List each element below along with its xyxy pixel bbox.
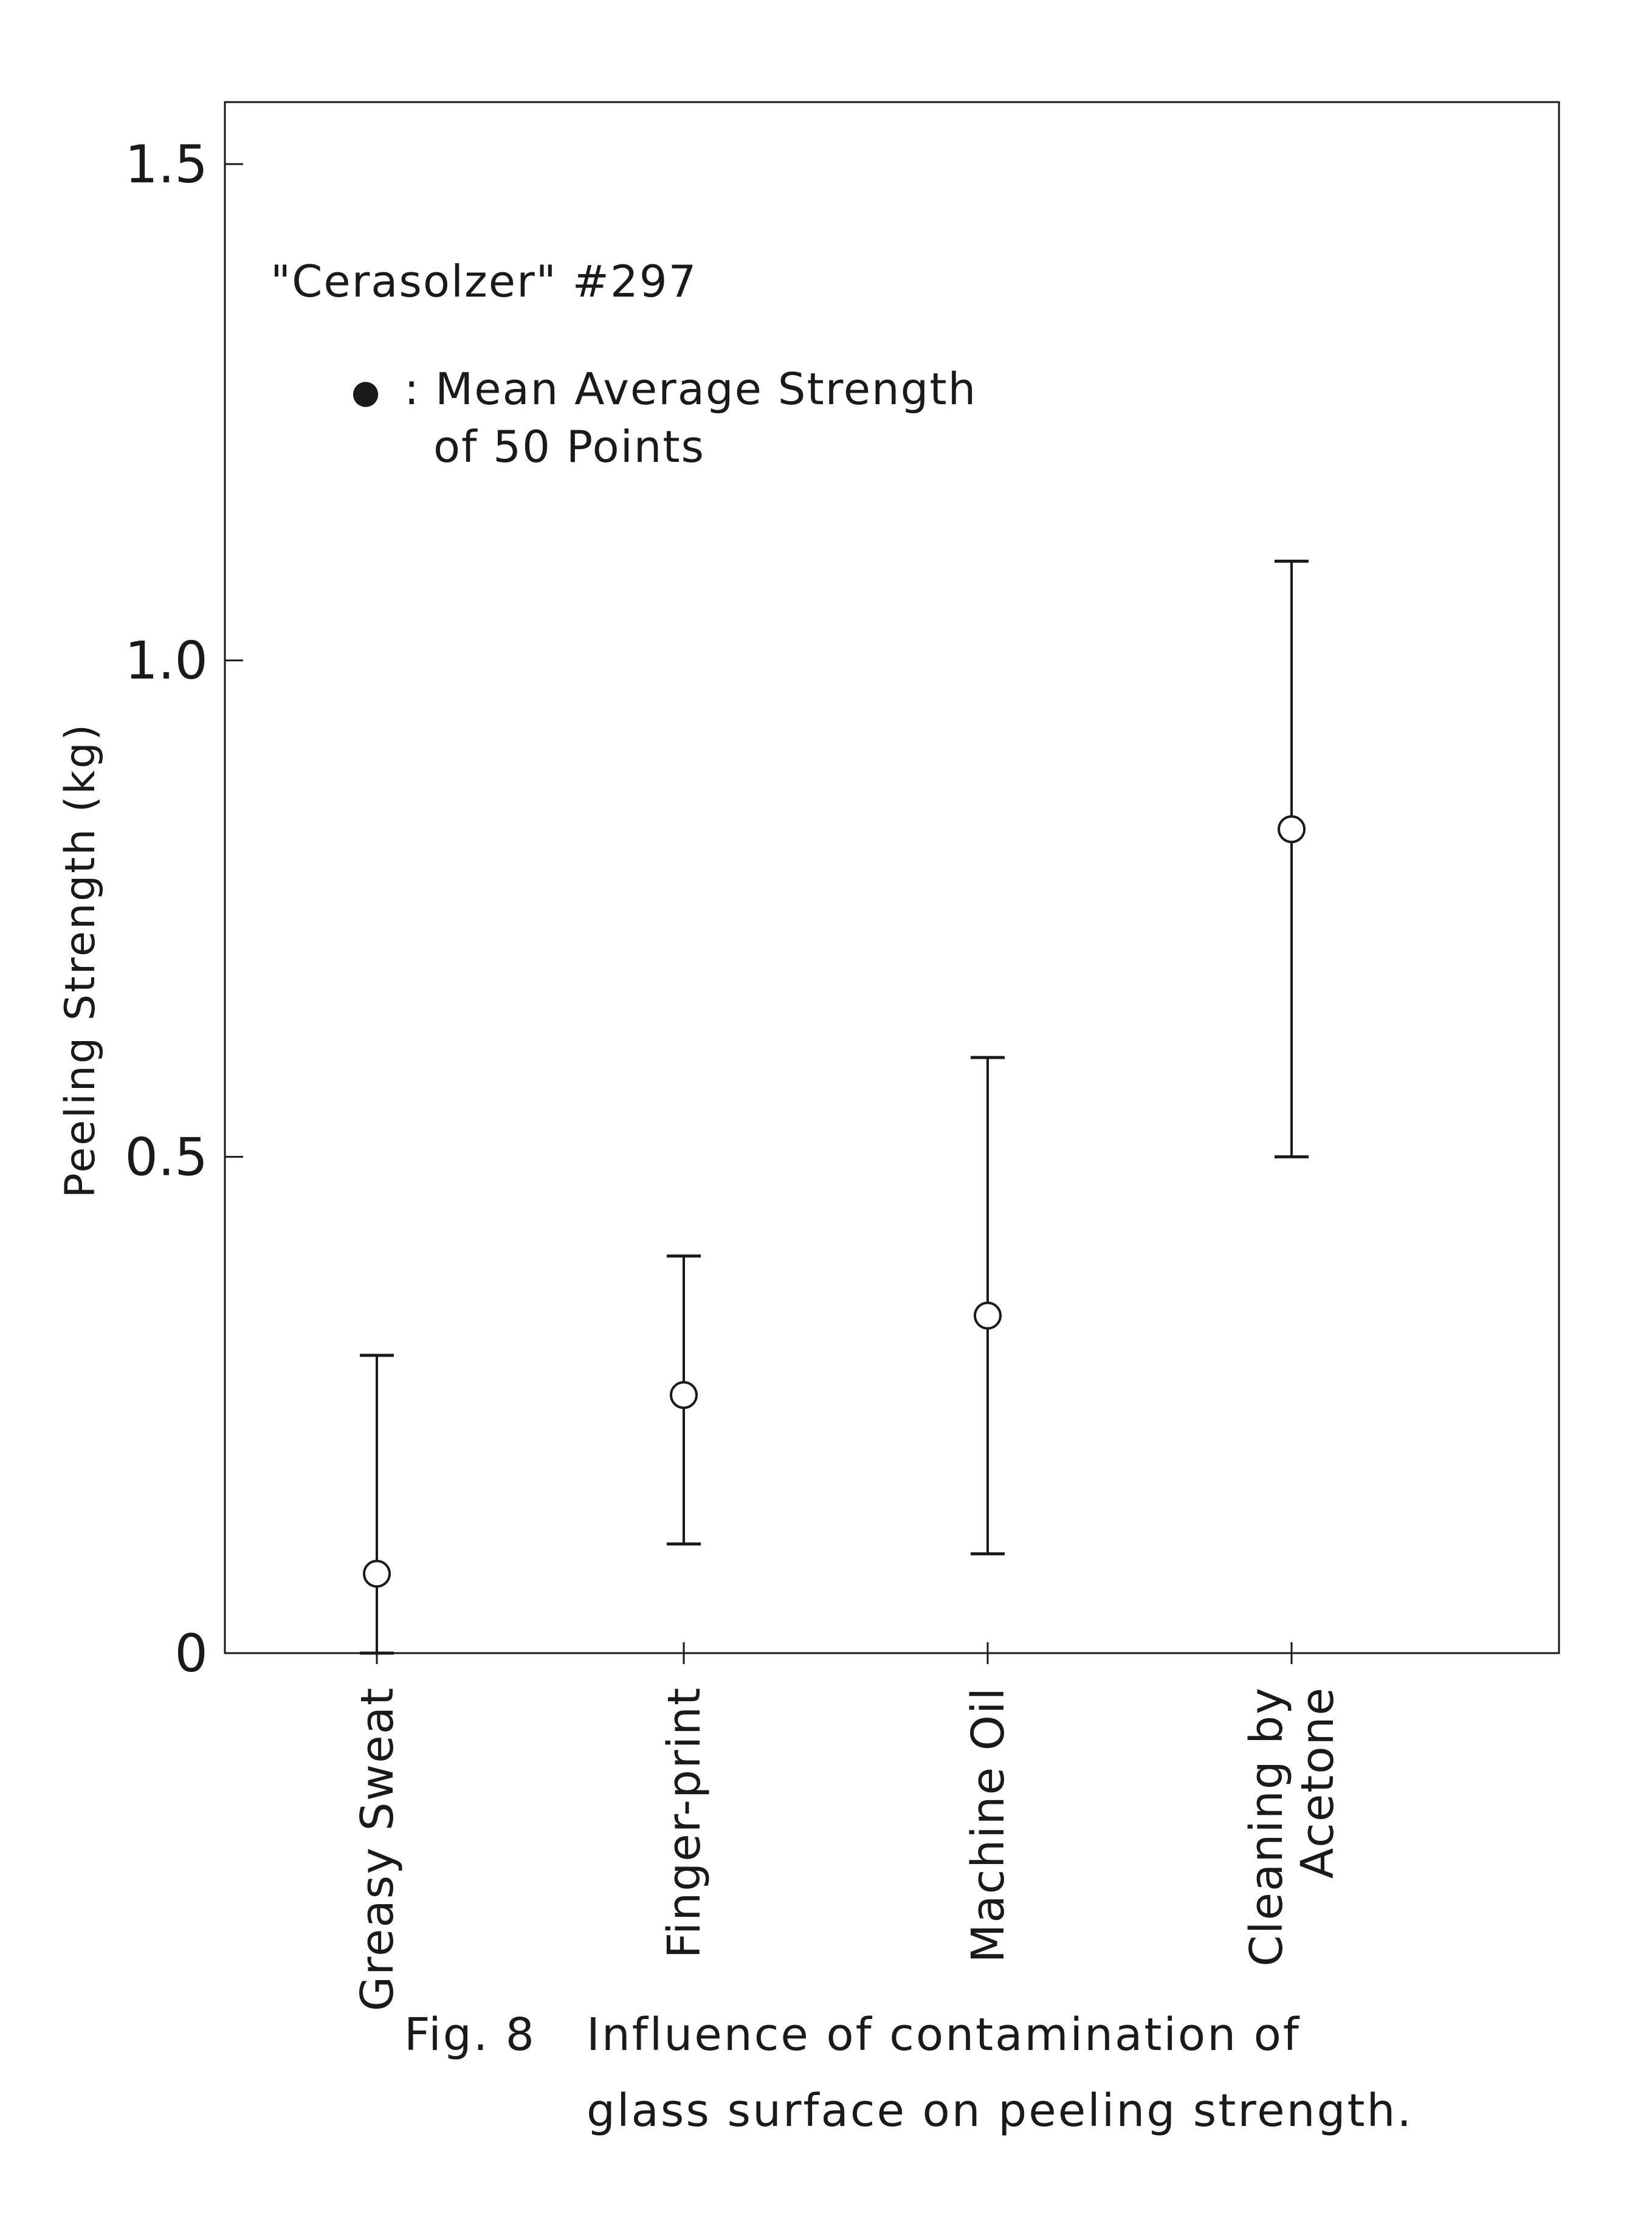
- caption-line-1: Influence of contamination of: [587, 2009, 1301, 2061]
- mean-point: [670, 1381, 698, 1409]
- mean-point: [1278, 815, 1306, 844]
- legend-text: : Mean Average Strength: [404, 363, 977, 414]
- mean-point: [974, 1301, 1002, 1330]
- caption-line-2: glass surface on peeling strength.: [587, 2085, 1413, 2137]
- y-tick-label: 1.5: [125, 134, 208, 195]
- legend-marker: ●: [351, 373, 380, 411]
- x-category-label: Greasy Sweat: [351, 1687, 404, 2011]
- plot-frame: [224, 101, 1560, 1654]
- x-category-label: Cleaning by: [1241, 1687, 1293, 1967]
- x-category-label: Machine Oil: [962, 1687, 1014, 1963]
- y-axis-label: Peeling Strength (kg): [57, 723, 105, 1198]
- x-category-label: Acetone: [1292, 1687, 1344, 1879]
- y-tick-label: 1.0: [125, 631, 208, 692]
- y-tick-label: 0: [174, 1623, 208, 1684]
- legend-text: of 50 Points: [433, 421, 705, 472]
- mean-point: [363, 1560, 391, 1588]
- peeling-strength-chart: 0 0.5 1.0 1.5 Peeling Strength (kg) Greasy Sw…: [57, 101, 1560, 2011]
- y-tick-label: 0.5: [125, 1127, 208, 1188]
- chart-title: "Cerasolzer" #297: [270, 256, 697, 307]
- caption-label: Fig. 8: [404, 2009, 536, 2061]
- x-category-label: Finger-print: [658, 1687, 711, 1958]
